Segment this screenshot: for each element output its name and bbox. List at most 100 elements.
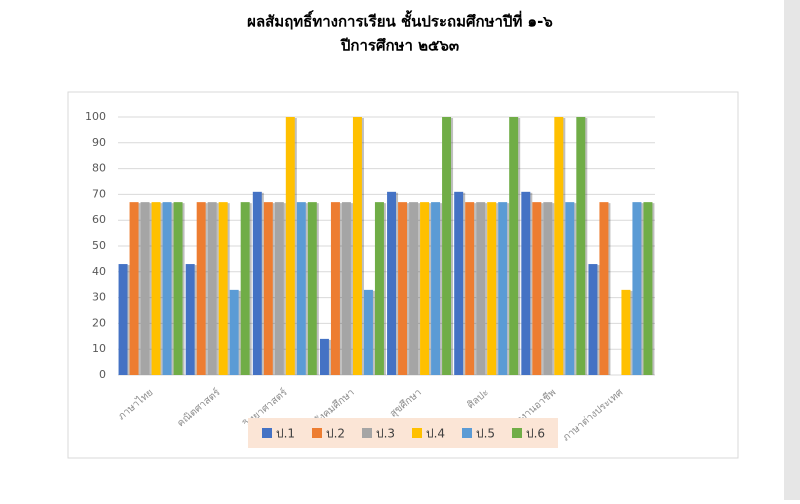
bar (476, 202, 486, 375)
bar-side (127, 265, 130, 375)
legend-swatch (262, 428, 272, 438)
bar (487, 202, 497, 375)
y-tick-label: 40 (92, 265, 106, 278)
bar (151, 202, 161, 375)
bar (554, 117, 564, 375)
bar-side (194, 265, 197, 375)
bar-side (272, 203, 275, 375)
bar-side (227, 203, 230, 375)
legend-swatch (412, 428, 422, 438)
bar-side (283, 203, 286, 375)
bar-side (652, 203, 655, 375)
bar (352, 117, 362, 375)
bar-side (350, 203, 353, 375)
bar (409, 202, 419, 375)
y-tick-label: 100 (85, 110, 106, 123)
bar-side (316, 203, 319, 375)
bar-side (518, 118, 521, 375)
bar-side (305, 203, 308, 375)
bar-side (361, 118, 364, 375)
bar (588, 264, 598, 375)
bar-side (160, 203, 163, 375)
bar-side (541, 203, 544, 375)
bar-side (451, 118, 454, 375)
bar (374, 202, 384, 375)
bar (207, 202, 217, 375)
bar (576, 117, 586, 375)
bar (632, 202, 642, 375)
bar-side (339, 203, 342, 375)
bar-side (294, 118, 297, 375)
bar-side (171, 203, 174, 375)
bar (442, 117, 452, 375)
y-tick-label: 10 (92, 342, 106, 355)
bar-side (507, 203, 510, 375)
bar-side (407, 203, 410, 375)
bar (296, 202, 306, 375)
bar (398, 202, 408, 375)
bar (498, 202, 508, 375)
bar (196, 202, 206, 375)
bar (621, 289, 631, 375)
y-tick-label: 30 (92, 291, 106, 304)
bar-side (205, 203, 208, 375)
bar-side (463, 192, 466, 375)
bar (274, 202, 284, 375)
bar-side (440, 203, 443, 375)
bar (599, 202, 609, 375)
bar-side (149, 203, 152, 375)
chart-subtitle: ปีการศึกษา ๒๕๖๓ (340, 37, 459, 55)
bar-side (608, 203, 611, 375)
y-tick-label: 60 (92, 213, 106, 226)
bar (387, 191, 397, 375)
bar (521, 191, 531, 375)
bar-side (418, 203, 421, 375)
bar (173, 202, 183, 375)
bar-side (641, 203, 644, 375)
bar (185, 264, 195, 375)
y-tick-label: 90 (92, 136, 106, 149)
bar-side (396, 192, 399, 375)
legend-label: ป.2 (326, 427, 345, 441)
scrollbar (784, 0, 800, 500)
bar-side (597, 265, 600, 375)
bar (229, 289, 239, 375)
legend-label: ป.1 (276, 427, 295, 441)
y-tick-label: 80 (92, 162, 106, 175)
bar (643, 202, 653, 375)
bar (465, 202, 475, 375)
bar-side (182, 203, 185, 375)
bar-side (216, 203, 219, 375)
bar (307, 202, 317, 375)
bar (420, 202, 430, 375)
bar-side (138, 203, 141, 375)
bar-side (238, 290, 241, 375)
bar (129, 202, 139, 375)
y-tick-label: 70 (92, 187, 106, 200)
bar-side (630, 290, 633, 375)
bar (565, 202, 575, 375)
bar-side (485, 203, 488, 375)
bar (263, 202, 273, 375)
bar-side (496, 203, 499, 375)
bar (240, 202, 250, 375)
bar (431, 202, 441, 375)
bar (330, 202, 340, 375)
bar-side (530, 192, 533, 375)
bar (454, 191, 464, 375)
bar-side (552, 203, 555, 375)
bar-side (249, 203, 252, 375)
bar (509, 117, 519, 375)
bar-side (574, 203, 577, 375)
bar (363, 289, 373, 375)
bar-side (563, 118, 566, 375)
bar-side (429, 203, 432, 375)
y-tick-label: 50 (92, 239, 106, 252)
bar (543, 202, 553, 375)
legend-swatch (312, 428, 322, 438)
legend-label: ป.6 (526, 427, 545, 441)
bar (162, 202, 172, 375)
y-tick-label: 20 (92, 316, 106, 329)
bar (532, 202, 542, 375)
